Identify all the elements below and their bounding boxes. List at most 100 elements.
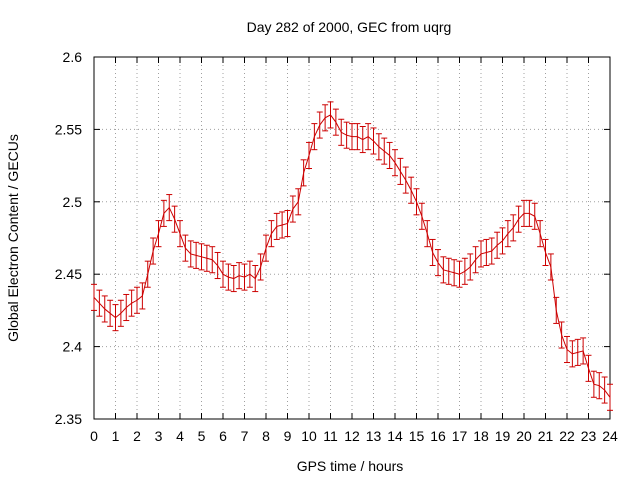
error-bar-point xyxy=(150,237,157,265)
error-bar-point xyxy=(332,108,339,136)
error-bar-point xyxy=(585,354,592,382)
x-tick-label: 16 xyxy=(430,428,446,444)
error-bar-point xyxy=(504,220,511,248)
x-tick-label: 23 xyxy=(581,428,597,444)
error-bar-point xyxy=(499,227,506,255)
error-bar-point xyxy=(386,141,393,169)
error-bar-point xyxy=(316,111,323,139)
y-tick-label: 2.55 xyxy=(55,121,82,137)
error-bar-point xyxy=(397,157,404,185)
error-bar-point xyxy=(322,104,329,132)
error-bar-point xyxy=(117,299,124,327)
x-tick-label: 21 xyxy=(538,428,554,444)
error-bar-point xyxy=(488,237,495,265)
y-tick-labels: 2.35 2.4 2.45 2.5 2.55 2.6 xyxy=(55,49,82,427)
error-bar-point xyxy=(537,220,544,248)
error-bar-point xyxy=(295,188,302,216)
error-bar-point xyxy=(424,220,431,248)
error-bar-point xyxy=(263,234,269,262)
error-bar-point xyxy=(440,256,447,284)
error-bar-point xyxy=(553,296,560,324)
x-tick-label: 0 xyxy=(90,428,98,444)
x-tick-label: 17 xyxy=(452,428,468,444)
error-bar-point xyxy=(467,253,474,281)
error-bar-point xyxy=(96,289,103,317)
error-bar-point xyxy=(241,263,248,291)
error-bar-point xyxy=(338,118,345,146)
error-bar-point xyxy=(408,176,415,204)
error-bar-point xyxy=(461,257,468,285)
x-tick-label: 4 xyxy=(176,428,184,444)
axis-ticks xyxy=(93,56,611,420)
x-tick-label: 10 xyxy=(301,428,317,444)
error-bar-point xyxy=(574,338,581,366)
error-bar-point xyxy=(472,246,479,274)
error-bar-point xyxy=(521,199,527,227)
x-tick-label: 11 xyxy=(323,428,338,444)
error-bar-point xyxy=(429,238,436,267)
x-tick-label: 7 xyxy=(241,428,249,444)
y-tick-label: 2.5 xyxy=(63,194,83,210)
x-tick-label: 12 xyxy=(344,428,360,444)
x-tick-label: 24 xyxy=(602,428,618,444)
error-bar-point xyxy=(257,253,264,281)
x-tick-label: 5 xyxy=(198,428,206,444)
error-bar-point xyxy=(531,202,538,230)
error-bar-point xyxy=(160,199,167,227)
error-bar-point xyxy=(246,260,253,288)
error-bar-point xyxy=(607,383,613,411)
y-tick-label: 2.45 xyxy=(55,266,82,282)
error-bar-point xyxy=(107,299,114,327)
error-bar-point xyxy=(510,214,517,242)
error-bar-point xyxy=(413,188,420,216)
error-bar-point xyxy=(494,231,501,259)
y-axis-label: Global Electron Content / GECUs xyxy=(5,134,21,342)
x-tick-label: 2 xyxy=(133,428,141,444)
y-tick-label: 2.6 xyxy=(63,49,83,65)
error-bar-point xyxy=(596,372,603,400)
error-bar-point xyxy=(327,101,334,129)
error-bar-point xyxy=(128,289,135,317)
error-bar-point xyxy=(483,238,490,267)
error-bar-point xyxy=(542,238,549,267)
x-tick-label: 14 xyxy=(387,428,403,444)
error-bar-point xyxy=(279,211,286,239)
error-bar-point xyxy=(375,133,382,161)
error-bar-point xyxy=(590,370,597,398)
x-tick-label: 15 xyxy=(409,428,425,444)
error-bar-point xyxy=(370,127,377,155)
error-bar-point xyxy=(284,209,291,238)
x-tick-label: 13 xyxy=(366,428,382,444)
error-bar-point xyxy=(220,260,226,288)
error-bar-point xyxy=(123,293,130,322)
chart-title: Day 282 of 2000, GEC from uqrg xyxy=(247,19,452,35)
error-bar-point xyxy=(139,282,146,310)
x-tick-label: 6 xyxy=(219,428,227,444)
error-bar-point xyxy=(91,283,97,311)
y-tick-label: 2.4 xyxy=(63,339,83,355)
x-axis-label: GPS time / hours xyxy=(297,458,404,474)
error-bar-point xyxy=(343,121,350,149)
error-bar-point xyxy=(134,286,140,314)
error-bar-point xyxy=(166,194,173,222)
x-tick-label: 8 xyxy=(262,428,270,444)
x-tick-label: 20 xyxy=(516,428,532,444)
grid-lines xyxy=(94,57,610,419)
error-bar-point xyxy=(187,240,194,268)
error-bar-point xyxy=(311,123,318,151)
error-bar-point xyxy=(359,126,366,154)
error-bar-point xyxy=(365,123,372,151)
error-bar-point xyxy=(354,123,361,151)
error-bar-point xyxy=(198,243,205,271)
x-tick-label: 9 xyxy=(284,428,292,444)
gec-series xyxy=(91,101,613,411)
x-tick-labels: 0 1 2 3 4 5 6 7 8 9 10 11 12 13 14 15 16 17 18 19 20 21 22 23 24 xyxy=(90,428,618,444)
error-bar-point xyxy=(392,149,398,177)
error-bar-point xyxy=(526,199,533,227)
error-bar-point xyxy=(547,253,554,281)
error-bar-point xyxy=(225,263,232,291)
error-bar-point xyxy=(569,340,576,368)
error-bar-point xyxy=(177,220,183,248)
x-tick-label: 18 xyxy=(473,428,489,444)
